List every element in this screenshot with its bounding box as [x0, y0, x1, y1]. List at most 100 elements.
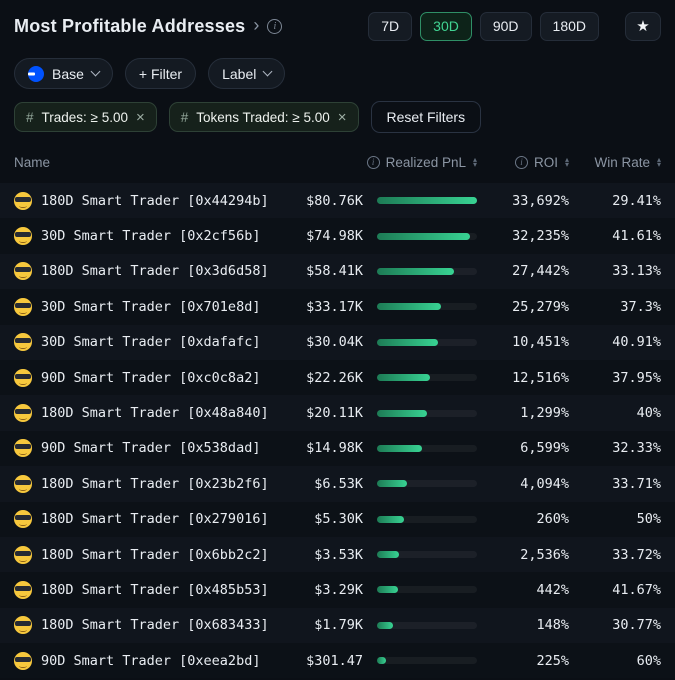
pnl-bar-fill: [377, 303, 441, 311]
address-name[interactable]: 90D Smart Trader [0x538dad]: [41, 440, 261, 457]
period-selector: 7D 30D 90D 180D ★: [368, 11, 661, 41]
roi-value: 25,279%: [512, 298, 569, 315]
address-name[interactable]: 180D Smart Trader [0x485b53]: [41, 581, 269, 598]
win-rate-value: 41.67%: [612, 581, 661, 598]
table-row[interactable]: 180D Smart Trader [0x3d6d58] $58.41K 27,…: [0, 253, 675, 290]
pnl-bar: [377, 374, 477, 382]
table-row[interactable]: 180D Smart Trader [0x683433] $1.79K 148%…: [0, 607, 675, 644]
filter-chip-trades[interactable]: # Trades: ≥ 5.00 ×: [14, 102, 157, 132]
add-filter-button[interactable]: + Filter: [124, 58, 197, 89]
address-name[interactable]: 180D Smart Trader [0x6bb2c2]: [41, 546, 269, 563]
table-row[interactable]: 180D Smart Trader [0x279016] $5.30K 260%…: [0, 501, 675, 537]
smart-trader-emoji-icon: [14, 580, 32, 599]
base-chain-icon: [28, 65, 44, 82]
pnl-bar: [377, 621, 477, 629]
hash-icon: #: [26, 109, 34, 125]
address-name[interactable]: 30D Smart Trader [0x2cf56b]: [41, 228, 261, 245]
smart-trader-emoji-icon: [14, 333, 32, 352]
address-name[interactable]: 180D Smart Trader [0x3d6d58]: [41, 263, 269, 280]
favorite-button[interactable]: ★: [625, 11, 661, 41]
smart-trader-emoji-icon: [14, 262, 32, 281]
title-chevron-icon[interactable]: ›: [253, 15, 260, 35]
smart-trader-emoji-icon: [14, 474, 32, 493]
pnl-bar-fill: [377, 197, 477, 205]
address-name[interactable]: 90D Smart Trader [0xeea2bd]: [41, 652, 261, 669]
table-row[interactable]: 30D Smart Trader [0xdafafc] $30.04K 10,4…: [0, 324, 675, 360]
win-rate-value: 33.72%: [612, 546, 661, 563]
topbar: Most Profitable Addresses › i 7D 30D 90D…: [0, 0, 675, 42]
roi-value: 442%: [536, 581, 569, 598]
pnl-bar-fill: [377, 232, 470, 240]
win-rate-value: 29.41%: [612, 192, 661, 209]
info-icon[interactable]: i: [267, 18, 283, 34]
table-row[interactable]: 180D Smart Trader [0x48a840] $20.11K 1,2…: [0, 395, 675, 431]
table-row[interactable]: 180D Smart Trader [0x23b2f6] $6.53K 4,09…: [0, 466, 675, 502]
chips-row: # Trades: ≥ 5.00 × # Tokens Traded: ≥ 5.…: [0, 101, 675, 133]
roi-value: 27,442%: [512, 263, 569, 280]
roi-value: 32,235%: [512, 228, 569, 245]
realized-pnl-value: $3.53K: [314, 546, 363, 563]
address-name[interactable]: 30D Smart Trader [0xdafafc]: [41, 334, 261, 351]
table-row[interactable]: 30D Smart Trader [0x701e8d] $33.17K 25,2…: [0, 289, 675, 325]
realized-pnl-value: $20.11K: [306, 405, 363, 422]
smart-trader-emoji-icon: [14, 651, 32, 670]
chain-selector[interactable]: Base: [14, 58, 113, 89]
address-name[interactable]: 180D Smart Trader [0x683433]: [41, 617, 269, 634]
column-header-roi[interactable]: i ROI ▴ ▾: [477, 155, 569, 170]
close-icon[interactable]: ×: [337, 108, 347, 126]
table-row[interactable]: 180D Smart Trader [0x44294b] $80.76K 33,…: [0, 183, 675, 219]
table-row[interactable]: 90D Smart Trader [0xc0c8a2] $22.26K 12,5…: [0, 359, 675, 396]
pnl-bar: [377, 267, 477, 275]
column-header-name: Name: [14, 154, 51, 170]
close-icon[interactable]: ×: [135, 108, 145, 126]
roi-value: 1,299%: [520, 405, 569, 422]
period-button-7d[interactable]: 7D: [368, 11, 413, 41]
sort-icon[interactable]: ▴ ▾: [472, 155, 477, 169]
win-rate-value: 30.77%: [612, 617, 661, 634]
pnl-bar: [377, 409, 477, 417]
realized-pnl-value: $58.41K: [306, 263, 363, 280]
label-dropdown-label: Label: [222, 65, 257, 82]
address-name[interactable]: 90D Smart Trader [0xc0c8a2]: [41, 369, 261, 386]
smart-trader-emoji-icon: [14, 227, 32, 246]
table-row[interactable]: 90D Smart Trader [0x538dad] $14.98K 6,59…: [0, 430, 675, 467]
label-dropdown[interactable]: Label: [208, 58, 286, 89]
pnl-bar-fill: [377, 515, 404, 523]
info-icon[interactable]: i: [514, 155, 528, 169]
table-row[interactable]: 30D Smart Trader [0x2cf56b] $74.98K 32,2…: [0, 218, 675, 254]
win-rate-value: 33.13%: [612, 263, 661, 280]
address-name[interactable]: 180D Smart Trader [0x48a840]: [41, 405, 269, 422]
table-row[interactable]: 180D Smart Trader [0x6bb2c2] $3.53K 2,53…: [0, 536, 675, 573]
address-name[interactable]: 180D Smart Trader [0x279016]: [41, 511, 269, 528]
reset-filters-button[interactable]: Reset Filters: [370, 101, 482, 133]
pnl-bar-fill: [377, 338, 438, 346]
address-name[interactable]: 30D Smart Trader [0x701e8d]: [41, 298, 261, 315]
win-rate-value: 33.71%: [612, 475, 661, 492]
filter-chip-tokens-traded[interactable]: # Tokens Traded: ≥ 5.00 ×: [168, 102, 359, 132]
period-button-30d[interactable]: 30D: [420, 11, 472, 41]
period-button-180d[interactable]: 180D: [539, 11, 599, 41]
info-icon[interactable]: i: [366, 155, 380, 169]
sort-icon[interactable]: ▴ ▾: [656, 155, 661, 169]
table-row[interactable]: 90D Smart Trader [0xeea2bd] $301.47 225%…: [0, 643, 675, 679]
column-header-win-rate[interactable]: Win Rate ▴ ▾: [569, 155, 661, 170]
table-row[interactable]: 180D Smart Trader [0x485b53] $3.29K 442%…: [0, 572, 675, 608]
address-name[interactable]: 180D Smart Trader [0x23b2f6]: [41, 475, 269, 492]
roi-value: 225%: [536, 652, 569, 669]
pnl-bar: [377, 515, 477, 523]
pnl-bar: [377, 444, 477, 452]
roi-value: 6,599%: [520, 440, 569, 457]
pnl-bar: [377, 657, 477, 665]
win-rate-value: 32.33%: [612, 440, 661, 457]
period-button-90d[interactable]: 90D: [479, 11, 532, 41]
chevron-down-icon: [90, 66, 101, 77]
sort-icon[interactable]: ▴ ▾: [564, 155, 569, 169]
smart-trader-emoji-icon: [14, 368, 32, 387]
address-name[interactable]: 180D Smart Trader [0x44294b]: [41, 192, 269, 209]
pnl-bar-fill: [377, 444, 422, 452]
column-header-realized-pnl[interactable]: i Realized PnL ▴ ▾: [285, 155, 477, 170]
pnl-bar: [377, 303, 477, 311]
realized-pnl-value: $74.98K: [306, 228, 363, 245]
chip-label: Trades: ≥ 5.00: [41, 109, 128, 125]
pnl-bar: [377, 338, 477, 346]
